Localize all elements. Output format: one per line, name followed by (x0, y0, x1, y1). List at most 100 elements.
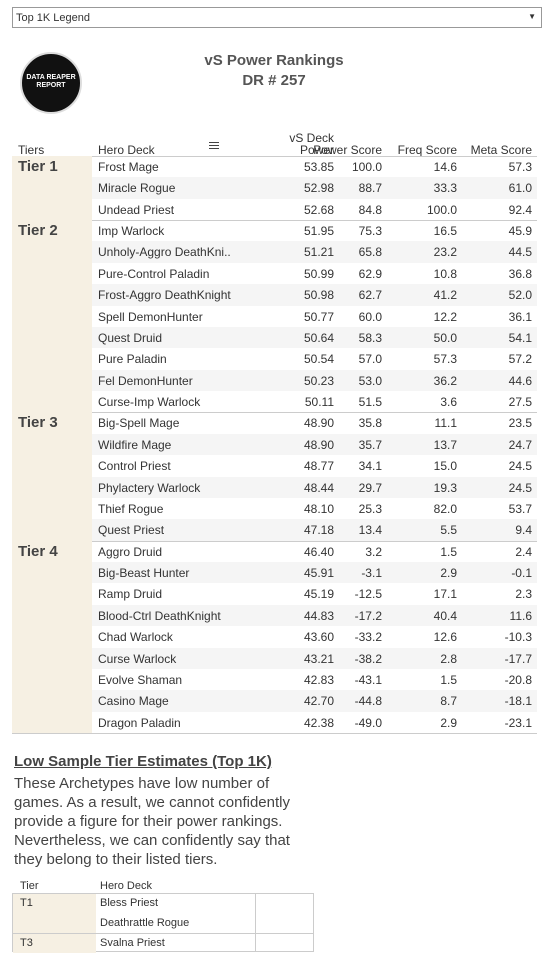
row-stripe (92, 284, 537, 306)
row-stripe (92, 604, 537, 627)
score-cell: 36.8 (508, 266, 532, 281)
row-stripe (92, 690, 537, 712)
score-cell: 57.0 (358, 352, 382, 367)
score-cell: 45.9 (508, 224, 532, 239)
deck-name: Curse Warlock (98, 651, 177, 666)
tier-divider (12, 732, 537, 734)
score-cell: 45.19 (303, 587, 334, 602)
score-cell: 60.0 (358, 309, 382, 324)
deck-name: Miracle Rogue (98, 181, 176, 196)
score-cell: 9.4 (515, 523, 532, 538)
tier-label: Tier 4 (18, 542, 58, 560)
deck-name: Dragon Paladin (98, 715, 181, 730)
score-cell: 50.54 (303, 352, 334, 367)
header-cell: Meta Score (470, 143, 532, 157)
tier-label: Tier 2 (18, 222, 58, 240)
tier-divider (12, 220, 537, 222)
score-cell: -3.1 (361, 566, 382, 581)
small-header: Hero Deck (100, 880, 152, 892)
score-cell: 52.68 (303, 202, 334, 217)
score-cell: 16.5 (433, 224, 457, 239)
score-cell: 42.38 (303, 715, 334, 730)
score-cell: 52.0 (508, 288, 532, 303)
deck-name: Imp Warlock (98, 224, 165, 239)
score-cell: -0.1 (511, 566, 532, 581)
row-stripe (92, 647, 537, 669)
score-cell: 36.1 (508, 309, 532, 324)
score-cell: -43.1 (354, 672, 382, 687)
score-cell: -38.2 (354, 651, 382, 666)
score-cell: 84.8 (358, 202, 382, 217)
score-cell: 1.5 (440, 544, 457, 559)
header-cell: Tiers (18, 143, 45, 157)
row-stripe (92, 519, 537, 541)
score-cell: 12.6 (433, 630, 457, 645)
header-cell: vS Deck Power (289, 131, 334, 157)
tier-divider (12, 412, 537, 414)
score-cell: 53.85 (303, 160, 334, 174)
score-cell: 100.0 (351, 160, 382, 174)
small-tier: T3 (20, 937, 33, 949)
score-cell: 41.2 (433, 288, 457, 303)
deck-name: Blood-Ctrl DeathKnight (98, 608, 221, 623)
deck-name: Chad Warlock (98, 630, 173, 645)
score-cell: 2.3 (515, 587, 532, 602)
score-cell: 50.64 (303, 330, 334, 345)
score-cell: -12.5 (354, 587, 382, 602)
deck-name: Phylactery Warlock (98, 480, 201, 495)
score-cell: 10.8 (433, 266, 457, 281)
score-cell: 19.3 (433, 480, 457, 495)
row-stripe (92, 562, 537, 584)
score-cell: 48.90 (303, 437, 334, 452)
score-cell: -17.7 (504, 651, 532, 666)
tier-label: Tier 1 (18, 158, 58, 175)
deck-name: Pure Paladin (98, 352, 167, 367)
header-line (12, 156, 537, 157)
tier-cell (12, 156, 92, 221)
logo-text: DATA REAPER REPORT (26, 74, 76, 89)
score-cell: -17.2 (354, 608, 382, 623)
row-stripe (92, 476, 537, 498)
score-cell: 50.99 (303, 266, 334, 281)
score-cell: 24.7 (508, 437, 532, 452)
deck-name: Aggro Druid (98, 544, 163, 559)
score-cell: 13.4 (358, 523, 382, 538)
header-cell: Hero Deck (98, 143, 155, 157)
small-deck: Deathrattle Rogue (100, 917, 190, 929)
deck-name: Quest Druid (98, 330, 163, 345)
small-deck: Svalna Priest (100, 937, 165, 949)
score-cell: 25.3 (358, 501, 382, 516)
score-cell: 5.5 (440, 523, 457, 538)
dropdown[interactable]: Top 1K Legend ▼ (12, 7, 542, 28)
score-cell: 51.5 (358, 395, 382, 410)
score-cell: 62.7 (358, 288, 382, 303)
score-cell: 57.2 (508, 352, 532, 367)
deck-name: Frost Mage (98, 160, 159, 174)
score-cell: 33.3 (433, 181, 457, 196)
header-cell: Power Score (313, 143, 382, 157)
score-cell: 50.77 (303, 309, 334, 324)
score-cell: 50.98 (303, 288, 334, 303)
deck-name: Ramp Druid (98, 587, 163, 602)
score-cell: 12.2 (433, 309, 457, 324)
score-cell: 100.0 (426, 202, 457, 217)
score-cell: 35.7 (358, 437, 382, 452)
score-cell: 24.5 (508, 459, 532, 474)
deck-name: Curse-Imp Warlock (98, 395, 201, 410)
score-cell: 3.2 (365, 544, 382, 559)
score-cell: 14.6 (433, 160, 457, 174)
tier-cell (12, 412, 92, 541)
dropdown-arrow: ▼ (528, 12, 536, 21)
small-header: Tier (20, 880, 39, 892)
score-cell: 44.6 (508, 373, 532, 388)
score-cell: 53.0 (358, 373, 382, 388)
score-cell: 48.90 (303, 416, 334, 431)
score-cell: 75.3 (358, 224, 382, 239)
small-tier-cell (13, 894, 96, 933)
score-cell: 92.4 (508, 202, 532, 217)
tier-cell (12, 220, 92, 413)
score-cell: 23.5 (508, 416, 532, 431)
score-cell: 15.0 (433, 459, 457, 474)
score-cell: 88.7 (358, 181, 382, 196)
score-cell: 82.0 (433, 501, 457, 516)
